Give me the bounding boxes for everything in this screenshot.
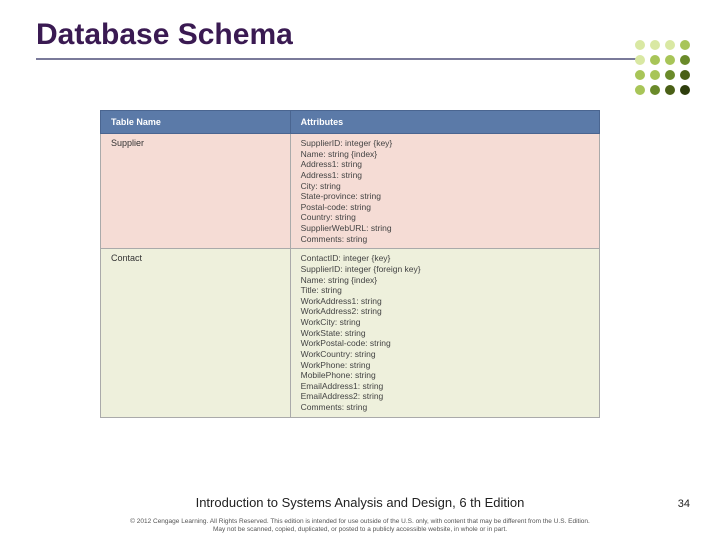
dot-icon bbox=[680, 85, 690, 95]
attribute-line: SupplierID: integer {key} bbox=[301, 138, 589, 149]
copyright-line-2: May not be scanned, copied, duplicated, … bbox=[213, 526, 507, 533]
dot-icon bbox=[635, 40, 645, 50]
dot-icon bbox=[680, 40, 690, 50]
dot-icon bbox=[650, 85, 660, 95]
dot-icon bbox=[680, 55, 690, 65]
header-attributes: Attributes bbox=[290, 111, 599, 134]
footer-text: Introduction to Systems Analysis and Des… bbox=[0, 495, 720, 510]
attribute-line: Address1: string bbox=[301, 159, 589, 170]
table-row: SupplierSupplierID: integer {key}Name: s… bbox=[101, 134, 600, 249]
attribute-line: MobilePhone: string bbox=[301, 370, 589, 381]
dot-icon bbox=[665, 70, 675, 80]
attribute-line: WorkAddress2: string bbox=[301, 306, 589, 317]
page-number: 34 bbox=[678, 498, 690, 510]
attribute-line: Postal-code: string bbox=[301, 202, 589, 213]
attribute-line: State-province: string bbox=[301, 191, 589, 202]
attribute-line: WorkPostal-code: string bbox=[301, 338, 589, 349]
attribute-line: EmailAddress1: string bbox=[301, 381, 589, 392]
decorative-dot-grid bbox=[635, 40, 692, 97]
attribute-line: Address1: string bbox=[301, 170, 589, 181]
dot-icon bbox=[665, 40, 675, 50]
dot-icon bbox=[635, 55, 645, 65]
attribute-line: Comments: string bbox=[301, 402, 589, 413]
attribute-line: WorkCountry: string bbox=[301, 349, 589, 360]
attribute-line: SupplierWebURL: string bbox=[301, 223, 589, 234]
attribute-line: Comments: string bbox=[301, 234, 589, 245]
table-name-cell: Supplier bbox=[101, 134, 291, 249]
attribute-line: SupplierID: integer {foreign key} bbox=[301, 264, 589, 275]
table-header-row: Table Name Attributes bbox=[101, 111, 600, 134]
attribute-line: WorkPhone: string bbox=[301, 360, 589, 371]
table-name-cell: Contact bbox=[101, 249, 291, 417]
dot-icon bbox=[635, 85, 645, 95]
dot-icon bbox=[665, 55, 675, 65]
copyright-text: © 2012 Cengage Learning. All Rights Rese… bbox=[0, 518, 720, 534]
slide-title: Database Schema bbox=[36, 18, 636, 60]
attribute-line: Name: string {index} bbox=[301, 149, 589, 160]
schema-table: Table Name Attributes SupplierSupplierID… bbox=[100, 110, 600, 418]
dot-icon bbox=[650, 70, 660, 80]
attribute-line: WorkState: string bbox=[301, 328, 589, 339]
attribute-line: Name: string {index} bbox=[301, 275, 589, 286]
attribute-line: Title: string bbox=[301, 285, 589, 296]
dot-icon bbox=[650, 55, 660, 65]
attribute-line: WorkCity: string bbox=[301, 317, 589, 328]
header-table-name: Table Name bbox=[101, 111, 291, 134]
attribute-line: EmailAddress2: string bbox=[301, 391, 589, 402]
dot-icon bbox=[680, 70, 690, 80]
table-row: ContactContactID: integer {key}SupplierI… bbox=[101, 249, 600, 417]
dot-icon bbox=[650, 40, 660, 50]
attributes-cell: SupplierID: integer {key}Name: string {i… bbox=[290, 134, 599, 249]
attribute-line: Country: string bbox=[301, 212, 589, 223]
attribute-line: City: string bbox=[301, 181, 589, 192]
attribute-line: WorkAddress1: string bbox=[301, 296, 589, 307]
dot-icon bbox=[665, 85, 675, 95]
attribute-line: ContactID: integer {key} bbox=[301, 253, 589, 264]
attributes-cell: ContactID: integer {key}SupplierID: inte… bbox=[290, 249, 599, 417]
dot-icon bbox=[635, 70, 645, 80]
copyright-line-1: © 2012 Cengage Learning. All Rights Rese… bbox=[130, 518, 590, 525]
